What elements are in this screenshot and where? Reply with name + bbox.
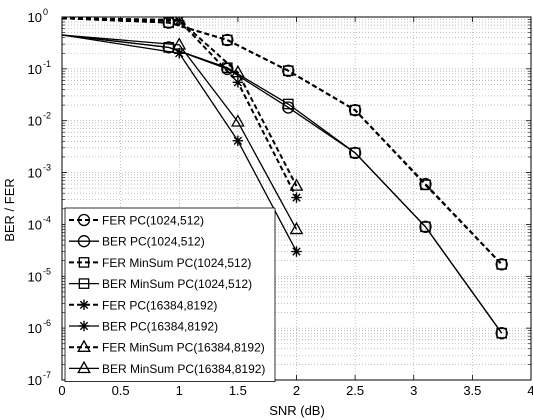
y-tick-label: 10 [28,166,42,181]
y-tick-exponent: -7 [43,370,51,380]
series-3 [62,17,508,270]
data-point-star [232,135,244,147]
y-tick-exponent: -1 [43,59,51,69]
data-point-square [349,104,361,116]
series-8 [62,34,304,235]
legend-marker-star [78,299,90,311]
legend-marker-circle [77,235,91,248]
series-line [62,34,298,230]
legend-label: FER MinSum PC(16384,8192) [102,341,265,355]
x-tick-label: 4 [527,383,533,398]
legend-label: BER PC(1024,512) [102,235,205,249]
legend-item: BER PC(1024,512) [69,235,205,249]
data-point-square [163,17,175,28]
series-6 [62,34,302,257]
y-tick-label: 10 [28,269,42,284]
legend-marker-triangle [77,360,91,374]
data-point-square [496,259,508,270]
data-point-star [291,246,302,257]
legend-box [64,207,276,383]
y-tick-exponent: -2 [43,111,51,121]
data-point-star [291,192,302,203]
legend-marker-square [78,257,90,268]
y-tick-label: 10 [28,10,42,25]
legend: FER PC(1024,512) BER PC(1024,512) FER MinS… [64,207,276,383]
series-line [62,34,298,252]
data-point-circle [348,103,362,117]
legend-label: FER PC(16384,8192) [102,298,217,312]
y-tick-exponent: 0 [43,7,48,17]
y-tick-label: 10 [28,114,42,129]
legend-item: BER MinSum PC(16384,8192) [69,360,265,376]
legend-item: FER PC(16384,8192) [69,298,217,312]
data-point-square [282,98,294,110]
x-tick-label: 2.5 [346,383,364,398]
data-point-triangle [230,114,245,127]
data-point-square [349,147,361,159]
legend-item: FER PC(1024,512) [69,214,204,228]
y-tick-exponent: -6 [43,318,51,328]
y-tick-exponent: -5 [43,266,51,276]
legend-label: BER MinSum PC(16384,8192) [102,362,265,376]
y-axis-label: BER / FER [2,178,17,242]
data-point-triangle [172,37,187,50]
data-point-square [420,221,431,233]
legend-item: FER MinSum PC(1024,512) [69,256,251,270]
legend-item: BER PC(16384,8192) [69,320,218,334]
legend-marker-square [78,278,90,289]
data-point-circle [221,33,234,47]
y-tick-exponent: -3 [43,163,51,173]
x-tick-label: 1.5 [229,383,247,398]
series-line [62,34,503,334]
y-tick-label: 10 [28,321,42,336]
x-tick-label: 3.5 [463,383,481,398]
legend-item: FER MinSum PC(16384,8192) [69,339,265,355]
y-tick-label: 10 [28,373,42,388]
legend-item: BER MinSum PC(1024,512) [69,277,252,291]
data-point-circle [282,64,295,77]
legend-label: FER PC(1024,512) [102,214,204,228]
legend-label: BER PC(16384,8192) [102,320,218,334]
legend-marker-star [78,320,90,332]
data-point-star [232,77,244,88]
x-tick-label: 1 [176,383,183,398]
data-point-circle [495,258,508,271]
x-tick-label: 2 [293,383,300,398]
y-tick-label: 10 [28,62,42,77]
x-tick-label: 3 [410,383,417,398]
data-point-triangle [230,64,245,78]
y-tick-exponent: -4 [43,214,51,224]
data-point-square [221,34,233,46]
data-point-square [496,327,508,339]
data-point-circle [419,220,432,233]
y-tick-label: 10 [28,217,42,232]
data-point-square [282,65,294,77]
x-tick-label: 0 [58,383,65,398]
legend-label: BER MinSum PC(1024,512) [102,277,252,291]
legend-marker-triangle [77,339,91,352]
x-tick-label: 0.5 [112,383,130,398]
data-point-circle [495,327,508,340]
data-point-triangle [289,221,304,235]
series-line [62,17,503,266]
data-point-triangle [172,17,187,25]
legend-marker-circle [77,213,91,227]
legend-label: FER MinSum PC(1024,512) [102,256,251,270]
data-point-square [420,179,431,191]
data-point-star [174,48,185,59]
data-point-circle [348,146,362,160]
x-axis-label: SNR (dB) [269,403,325,418]
data-point-triangle [289,178,304,191]
